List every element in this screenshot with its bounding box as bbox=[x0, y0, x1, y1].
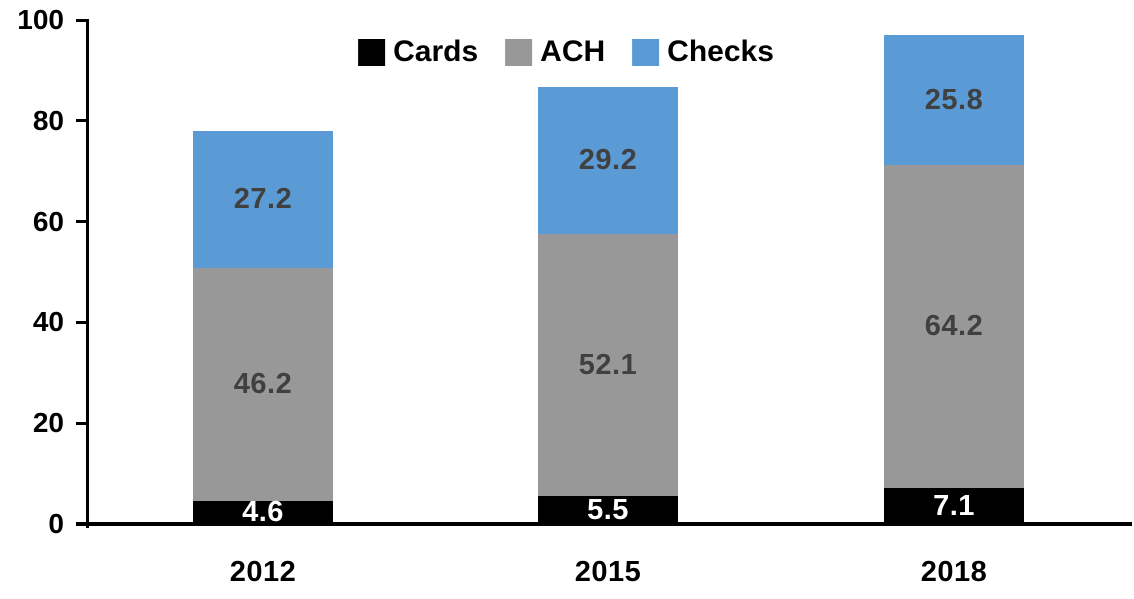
bar-value-label-checks-2018: 25.8 bbox=[924, 83, 984, 116]
y-axis-tick-label: 100 bbox=[17, 4, 64, 35]
y-axis-tick bbox=[76, 421, 89, 425]
y-axis-tick-label: 20 bbox=[32, 407, 64, 439]
bar-segment-cards-2015 bbox=[538, 496, 678, 524]
y-axis-tick bbox=[76, 119, 89, 123]
bar-value-label-ach-2015: 52.1 bbox=[578, 348, 638, 381]
y-axis-tick bbox=[76, 320, 89, 324]
chart-legend: Cards ACH Checks bbox=[358, 36, 774, 68]
x-axis-category-label: 2012 bbox=[229, 556, 297, 588]
y-axis-tick bbox=[76, 220, 89, 224]
bar-value-label-cards-2012: 4.6 bbox=[242, 496, 284, 529]
y-axis-tick bbox=[76, 522, 89, 526]
legend-item-checks: Checks bbox=[632, 36, 774, 68]
bar-value-label-ach-2018: 64.2 bbox=[924, 310, 984, 343]
bar-value-label-checks-2012: 27.2 bbox=[233, 183, 293, 216]
bar-segment-checks-2018 bbox=[884, 34, 1024, 165]
y-axis-tick-label: 0 bbox=[48, 508, 64, 539]
legend-swatch-cards bbox=[358, 38, 386, 66]
y-axis-line bbox=[86, 19, 89, 528]
x-axis-line bbox=[76, 522, 1132, 526]
legend-item-ach: ACH bbox=[505, 36, 605, 68]
bar-segment-ach-2015 bbox=[538, 233, 678, 497]
y-axis-tick bbox=[76, 18, 89, 22]
bar-value-label-checks-2015: 29.2 bbox=[578, 144, 638, 177]
bar-segment-cards-2018 bbox=[884, 488, 1024, 524]
y-axis-tick-label: 80 bbox=[32, 104, 64, 136]
bar-segment-ach-2012 bbox=[193, 267, 333, 501]
legend-swatch-ach bbox=[505, 38, 533, 66]
x-axis-category-label: 2018 bbox=[920, 556, 988, 588]
bar-value-label-cards-2018: 7.1 bbox=[933, 490, 975, 523]
y-axis-tick-label: 60 bbox=[32, 205, 64, 237]
x-axis-category-label: 2015 bbox=[574, 556, 642, 588]
bar-value-label-cards-2015: 5.5 bbox=[587, 494, 629, 527]
legend-label-cards: Cards bbox=[393, 35, 479, 68]
legend-swatch-checks bbox=[632, 38, 660, 66]
bar-segment-cards-2012 bbox=[193, 500, 333, 524]
y-axis-tick-label: 40 bbox=[32, 306, 64, 338]
bar-segment-checks-2012 bbox=[193, 130, 333, 268]
bar-segment-checks-2015 bbox=[538, 86, 678, 234]
legend-item-cards: Cards bbox=[358, 36, 478, 68]
legend-label-ach: ACH bbox=[540, 35, 606, 68]
bar-value-label-ach-2012: 46.2 bbox=[233, 368, 293, 401]
legend-label-checks: Checks bbox=[667, 35, 774, 68]
bar-segment-ach-2018 bbox=[884, 164, 1024, 489]
